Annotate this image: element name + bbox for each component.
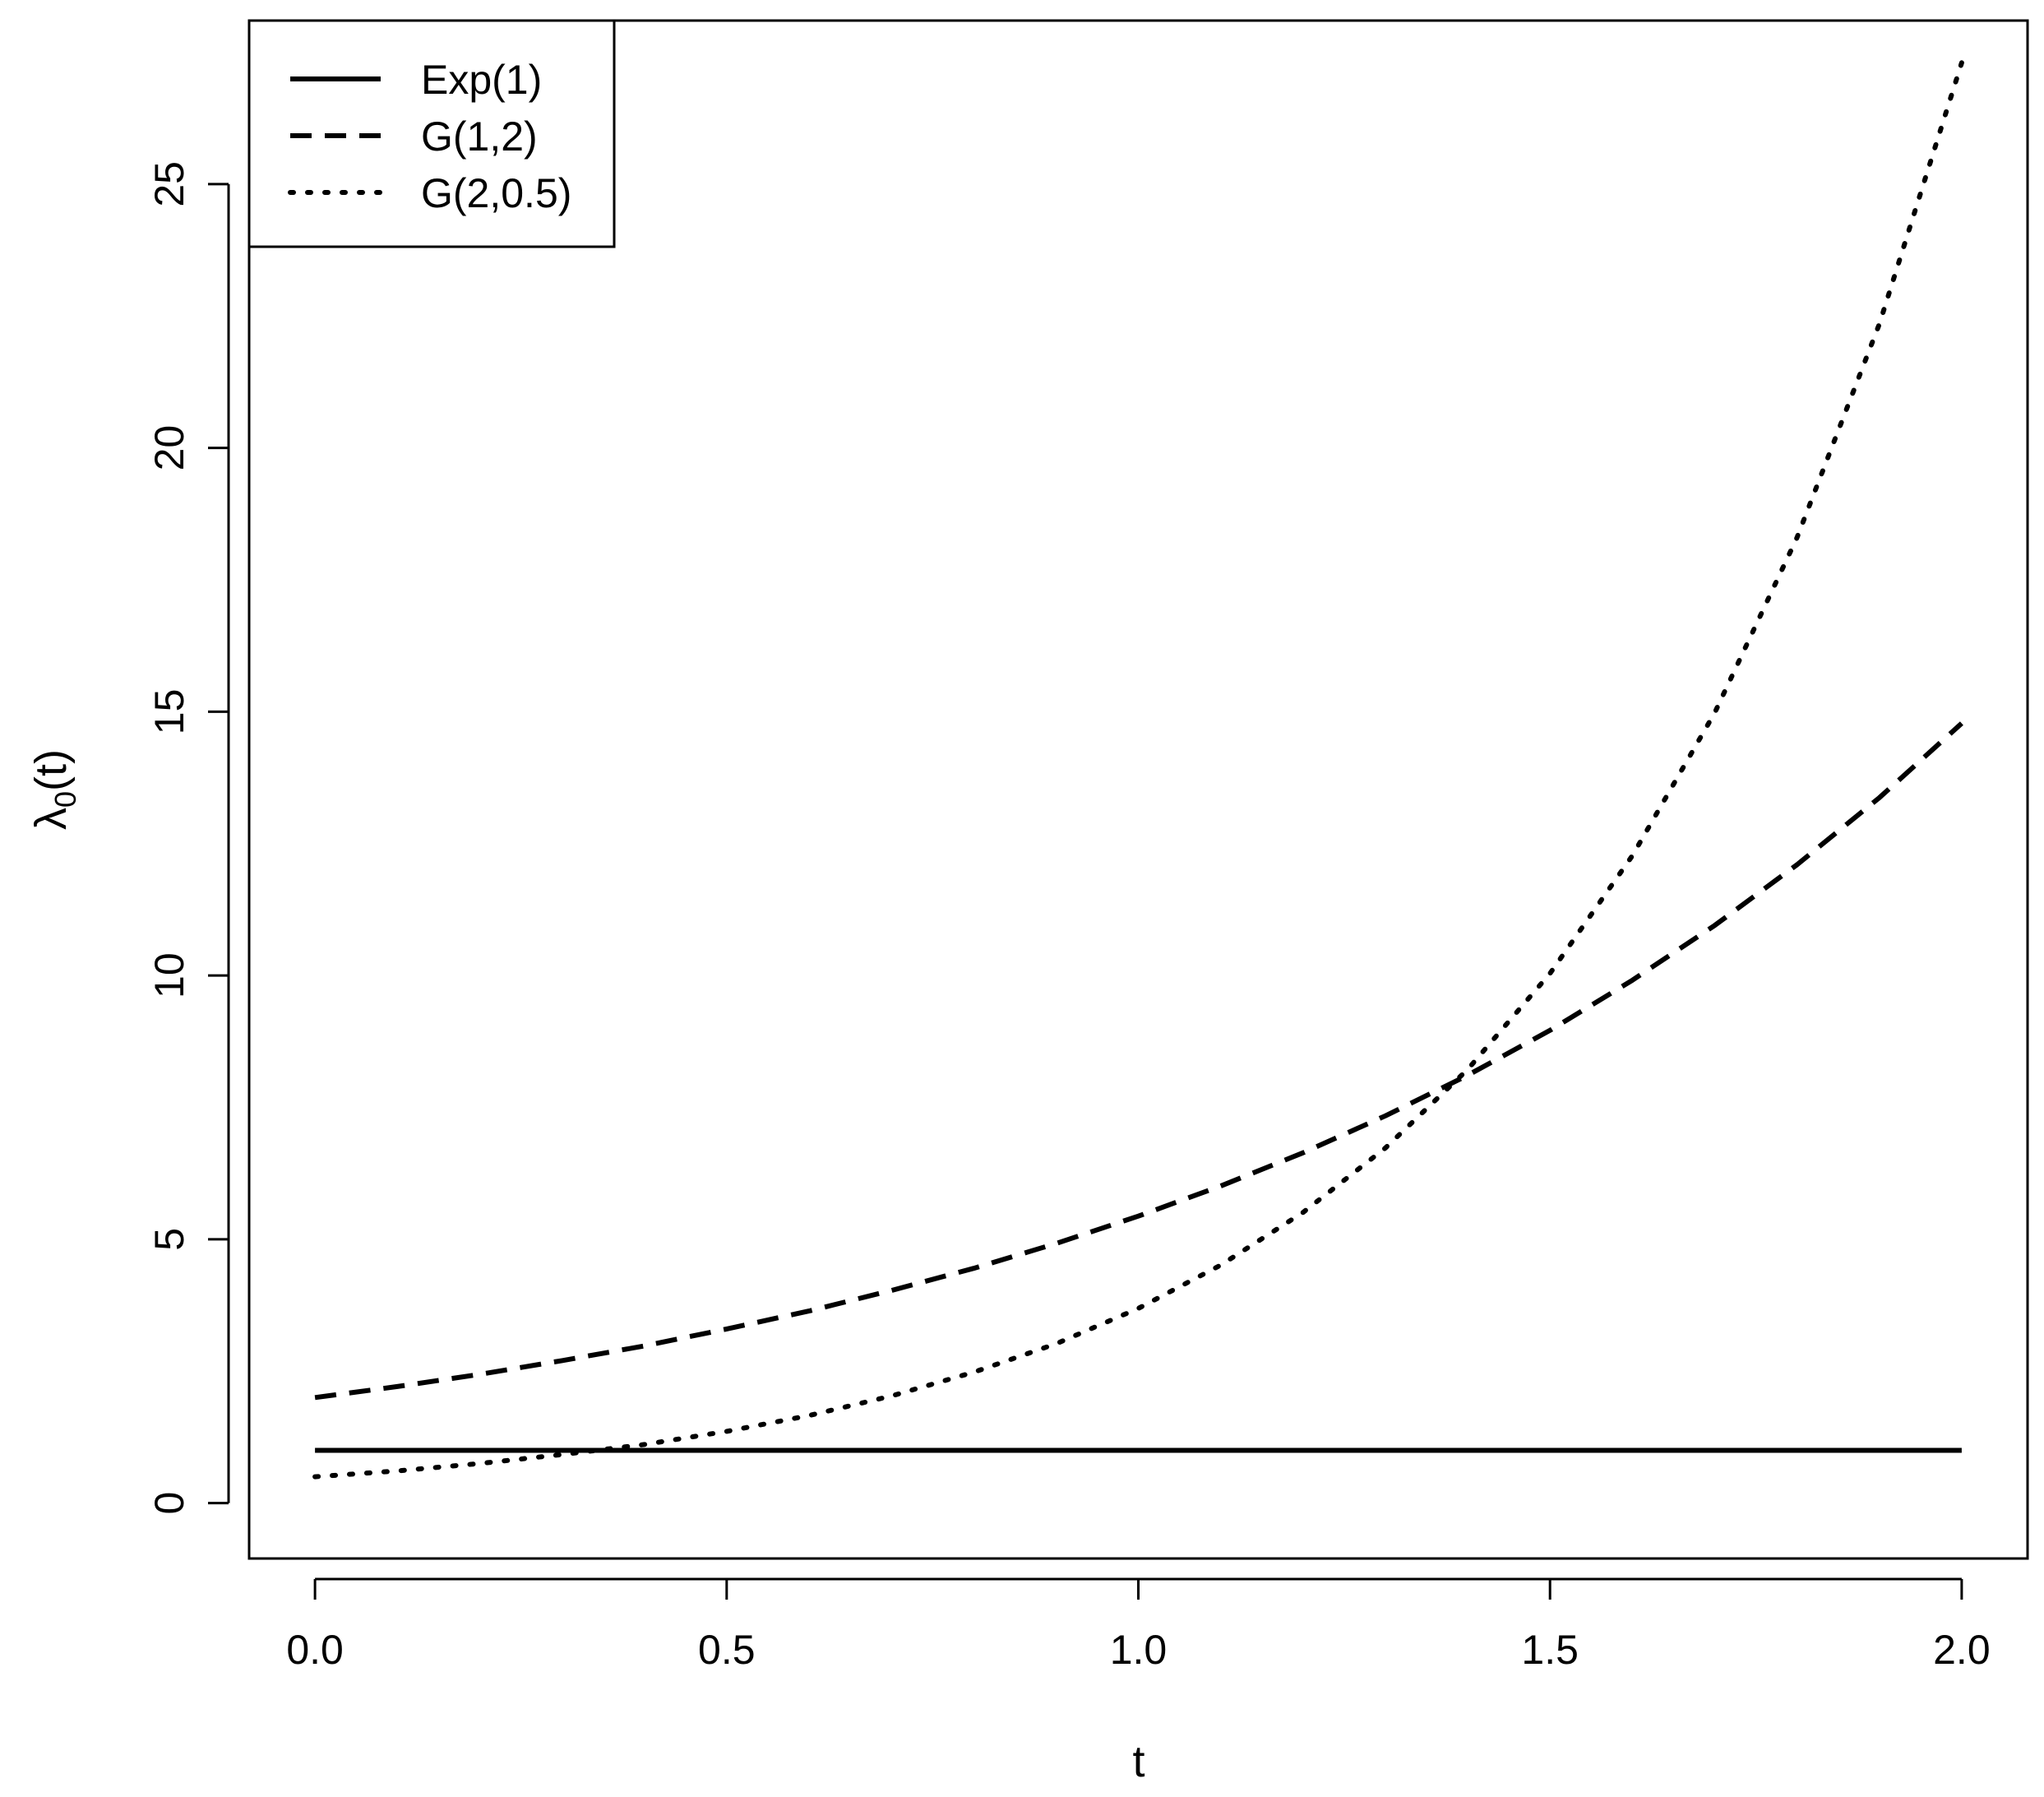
x-tick-label: 1.0 (1110, 1627, 1168, 1673)
y-axis: 0 5 10 15 20 25 (146, 161, 230, 1515)
legend-label-g12: G(1,2) (421, 113, 538, 160)
y-axis-label-symbol: λ (26, 808, 76, 830)
y-axis-label-argument: (t) (26, 749, 76, 791)
y-tick-label: 10 (146, 952, 192, 998)
x-axis-label: t (1132, 1737, 1145, 1786)
plot-frame (247, 19, 2029, 1560)
y-axis-label: λ0(t) (26, 749, 82, 830)
y-tick-label: 5 (146, 1228, 192, 1251)
y-tick-label: 20 (146, 425, 192, 471)
x-tick-label: 1.5 (1521, 1627, 1579, 1673)
x-axis: 0.0 0.5 1.0 1.5 2.0 (286, 1577, 1991, 1673)
legend-label-g205: G(2,0.5) (421, 170, 571, 216)
legend-label-exp1: Exp(1) (421, 57, 542, 103)
series-layer (312, 60, 1964, 1480)
series-line-2 (312, 60, 1964, 1480)
legend: Exp(1) G(1,2) G(2,0.5) (247, 19, 616, 248)
series-line-1 (314, 721, 1963, 1401)
y-tick-label: 25 (146, 161, 192, 207)
y-tick-label: 15 (146, 689, 192, 735)
x-tick-label: 2.0 (1933, 1627, 1991, 1673)
y-axis-label-subscript: 0 (49, 791, 82, 808)
y-tick-label: 0 (146, 1492, 192, 1515)
x-tick-label: 0.5 (698, 1627, 756, 1673)
x-tick-label: 0.0 (286, 1627, 344, 1673)
